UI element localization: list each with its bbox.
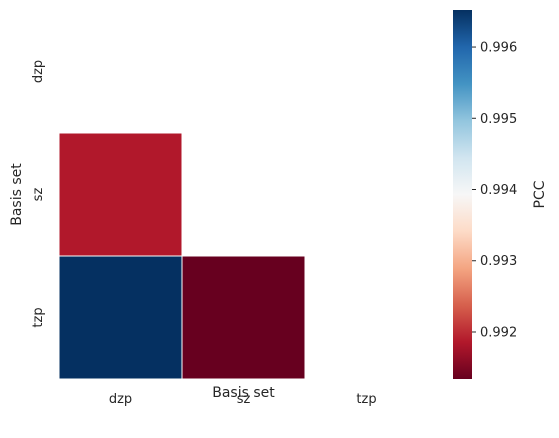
y-tick-label: dzp bbox=[31, 60, 46, 83]
x-tick-label: tzp bbox=[356, 392, 376, 407]
heatmap-cell-sz-dzp bbox=[58, 132, 183, 257]
colorbar-tick-label: 0.995 bbox=[480, 112, 517, 127]
y-axis-label: Basis set bbox=[9, 163, 25, 226]
colorbar-tick-label: 0.996 bbox=[480, 41, 517, 56]
x-axis-label: Basis set bbox=[212, 385, 275, 401]
colorbar-tick-label: 0.993 bbox=[480, 254, 517, 269]
x-tick-labels: dzp sz tzp bbox=[109, 392, 377, 407]
heatmap-cell-tzp-dzp bbox=[58, 255, 183, 380]
colorbar-ticks: 0.992 0.993 0.994 0.995 0.996 bbox=[472, 41, 517, 340]
colorbar-label: PCC bbox=[532, 180, 548, 208]
heatmap-cell-tzp-sz bbox=[181, 255, 306, 380]
y-tick-label: sz bbox=[31, 188, 46, 202]
y-tick-label: tzp bbox=[31, 307, 46, 327]
x-tick-label: sz bbox=[237, 392, 251, 407]
colorbar bbox=[453, 10, 472, 379]
x-tick-label: dzp bbox=[109, 392, 132, 407]
colorbar-tick-label: 0.992 bbox=[480, 325, 517, 340]
heatmap-cells bbox=[58, 132, 306, 380]
colorbar-tick-label: 0.994 bbox=[480, 183, 517, 198]
y-tick-labels: dzp sz tzp bbox=[31, 60, 46, 328]
